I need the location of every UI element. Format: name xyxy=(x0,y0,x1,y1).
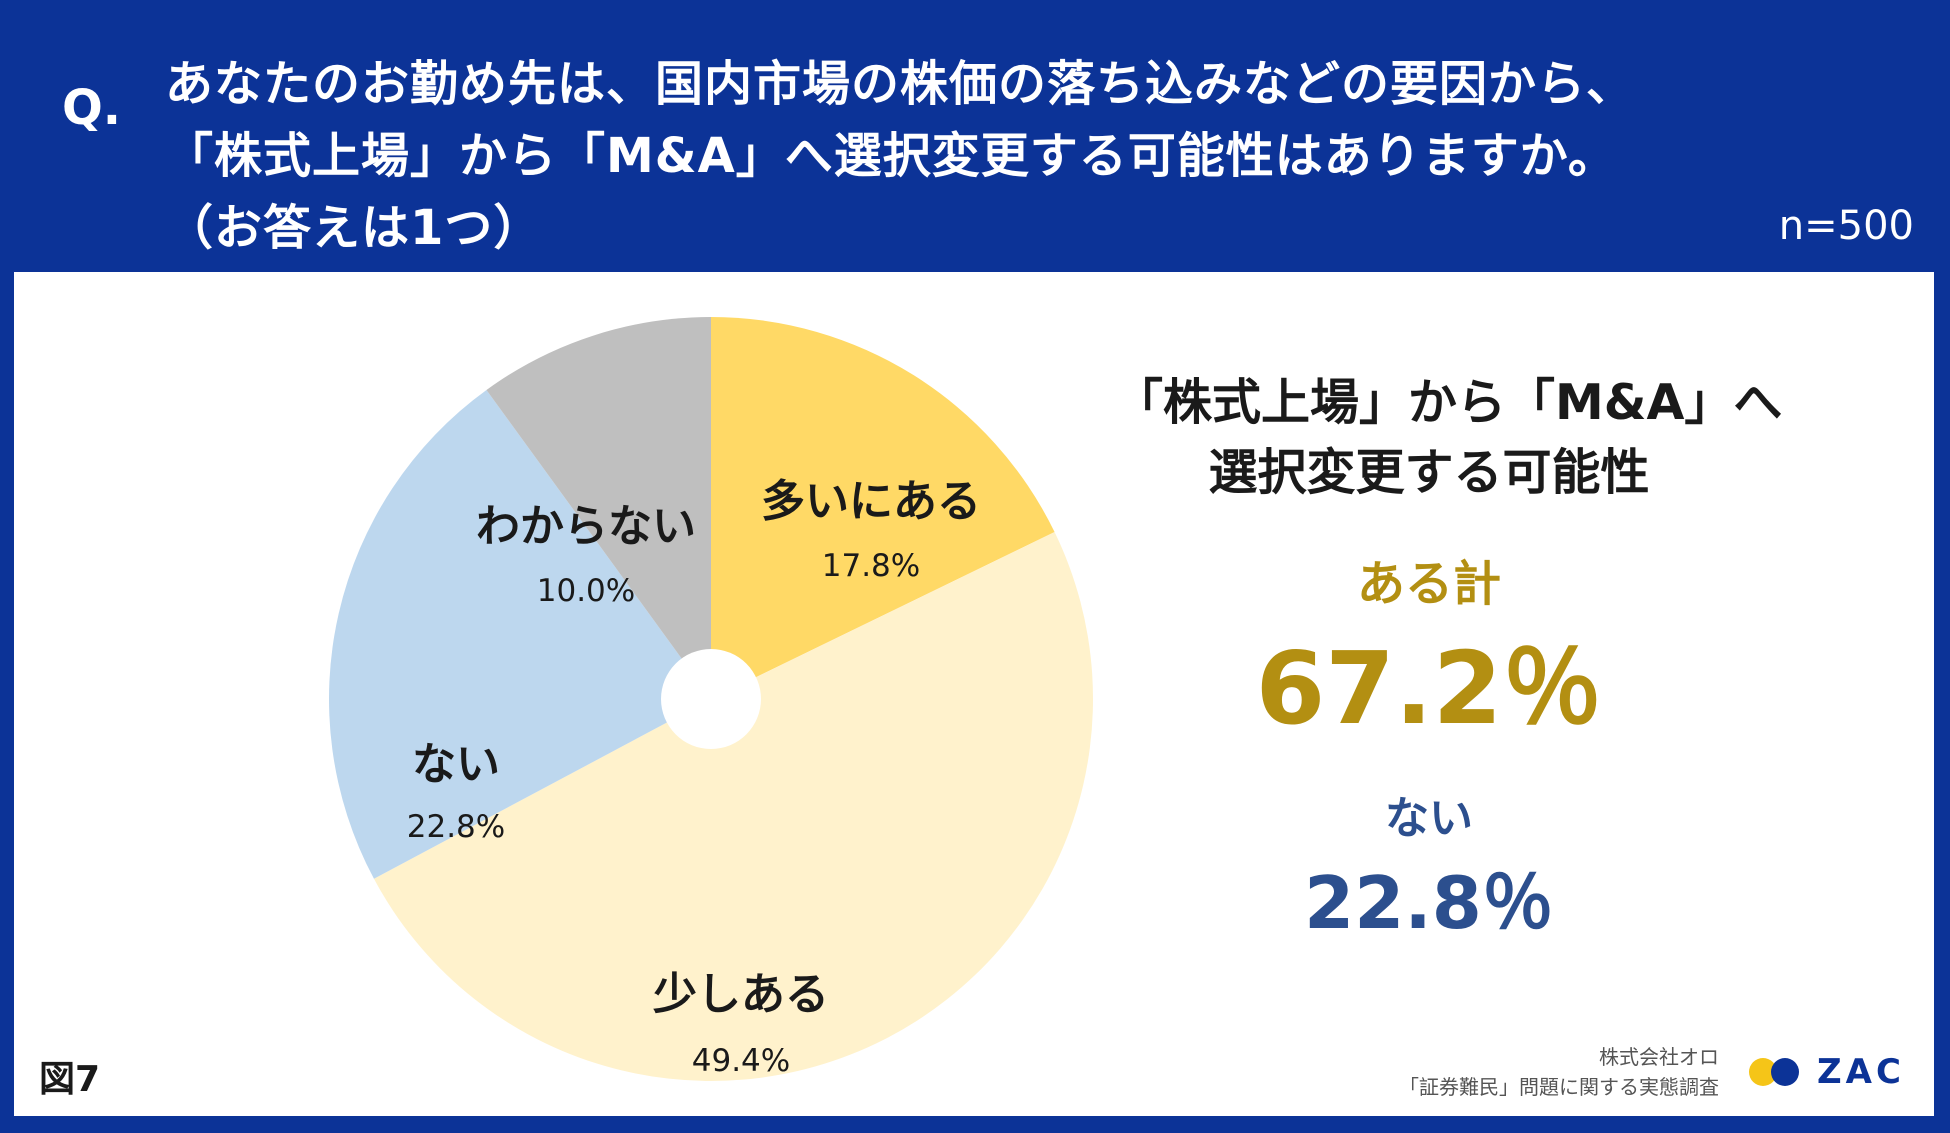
zac-logo-dot-blue-icon xyxy=(1771,1058,1799,1086)
pie-chart: 多いにある 17.8% 少しある 49.4% ない 22.8% わからない 10.0% xyxy=(329,317,1093,1081)
slice-value-3: 22.8% xyxy=(407,809,505,845)
credit: 株式会社オロ 「証券難民」問題に関する実態調査 xyxy=(1399,1042,1719,1102)
slice-label-1: 多いにある xyxy=(761,476,981,527)
question-line-3: （お答えは1つ） xyxy=(165,200,543,256)
figure-label: 図7 xyxy=(39,1059,101,1100)
logo-text: ZAC xyxy=(1817,1052,1905,1092)
question-line-1: あなたのお勤め先は、国内市場の株価の落ち込みなどの要因から、 xyxy=(165,56,1636,112)
chart-panel: 多いにある 17.8% 少しある 49.4% ない 22.8% わからない 10.0% 「株式… xyxy=(14,272,1934,1116)
pie-center-hole xyxy=(661,649,761,749)
pie-slice-3 xyxy=(329,389,711,879)
pie-slice-2 xyxy=(373,532,1093,1081)
pie-slice-4 xyxy=(486,317,711,699)
sum-value: 67.2％ xyxy=(1255,630,1603,747)
sum-label: ある計 xyxy=(1356,556,1501,612)
zac-logo: ZAC xyxy=(1749,1052,1905,1092)
slice-label-3: ない xyxy=(412,739,500,790)
no-value: 22.8％ xyxy=(1304,861,1554,945)
slice-label-4: わからない xyxy=(476,501,696,552)
summary-title-line-2: 選択変更する可能性 xyxy=(1208,444,1650,501)
question-text: あなたのお勤め先は、国内市場の株価の落ち込みなどの要因から、 「株式上場」から「… xyxy=(165,48,1635,264)
summary-title: 「株式上場」から「M&A」へ 選択変更する可能性 xyxy=(1114,368,1783,508)
header: Q. あなたのお勤め先は、国内市場の株価の落ち込みなどの要因から、 「株式上場」… xyxy=(0,0,1950,270)
summary-title-line-1: 「株式上場」から「M&A」へ xyxy=(1114,374,1783,431)
question-line-2: 「株式上場」から「M&A」へ選択変更する可能性はありますか。 xyxy=(165,128,1617,184)
pie-slice-1 xyxy=(711,317,1055,699)
slice-value-2: 49.4% xyxy=(692,1043,790,1079)
credit-company: 株式会社オロ xyxy=(1599,1045,1719,1069)
question-mark: Q. xyxy=(62,80,122,136)
credit-survey: 「証券難民」問題に関する実態調査 xyxy=(1399,1075,1719,1099)
slice-value-4: 10.0% xyxy=(537,573,635,609)
no-label: ない xyxy=(1385,793,1473,844)
slice-label-2: 少しある xyxy=(653,969,829,1020)
sample-size: n=500 xyxy=(1778,203,1914,249)
slice-value-1: 17.8% xyxy=(822,548,920,584)
